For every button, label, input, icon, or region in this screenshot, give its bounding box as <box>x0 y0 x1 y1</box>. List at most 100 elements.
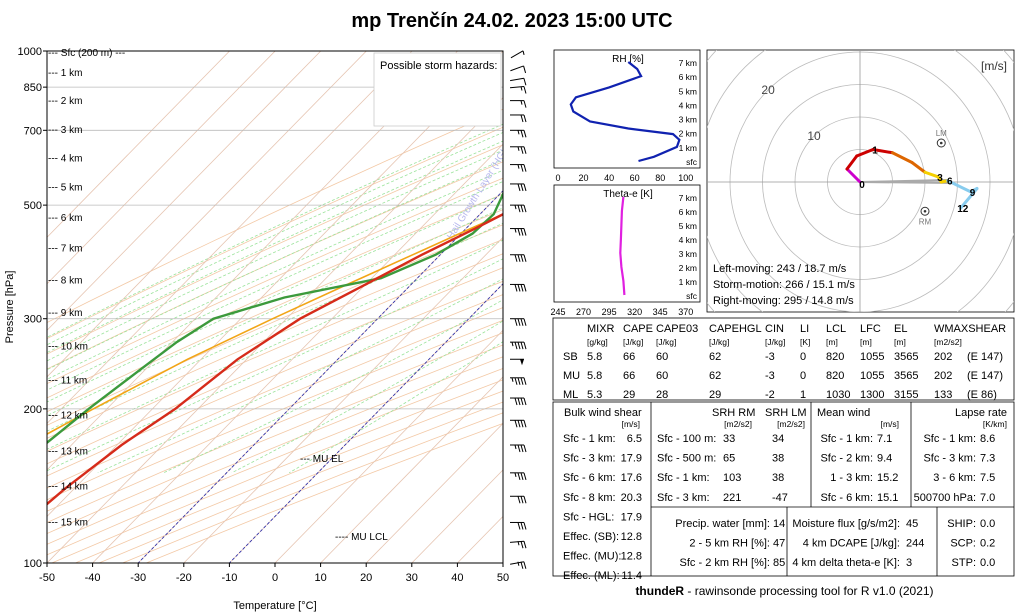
mean-wind-label: Sfc - 6 km: <box>820 492 873 504</box>
rh-x-tick-label: 100 <box>678 173 693 183</box>
height-label: --- 2 km <box>48 96 82 107</box>
shear-row-label: Effec. (ML): <box>563 570 620 582</box>
parcel-header-lfc: LFC <box>860 323 881 335</box>
x-tick-label: -50 <box>39 572 55 584</box>
mean-wind-label: Sfc - 1 km: <box>820 433 873 445</box>
mean-wind-label: Sfc - 2 km: <box>820 453 873 465</box>
x-tick-label: -20 <box>176 572 192 584</box>
wind-barb-flag <box>520 359 524 366</box>
srh-row-rm: 33 <box>723 433 735 445</box>
y-axis-label: Pressure [hPa] <box>4 271 16 344</box>
parcel-cell: -3 <box>765 351 775 363</box>
wind-barb-shaft <box>510 561 524 565</box>
footer: thundeR - rawinsonde processing tool for… <box>553 584 1016 598</box>
params-frame <box>552 401 1015 577</box>
wind-barb-shaft <box>510 77 524 82</box>
wind-barb-full <box>514 318 518 326</box>
wind-barb <box>510 77 527 86</box>
dry-adiabat <box>47 193 503 399</box>
x-tick-label: -40 <box>85 572 101 584</box>
lapse-unit: [K/km] <box>983 419 1007 429</box>
isotherm <box>47 51 413 424</box>
shear-row-value: 12.8 <box>621 531 642 543</box>
wind-barb <box>510 495 527 504</box>
hodograph-segment <box>959 187 979 210</box>
parcel-cell: (E 86) <box>967 389 997 401</box>
wind-barb-full <box>517 420 521 428</box>
wind-barb-shaft <box>510 50 524 59</box>
lapse-label: 500700 hPa: <box>914 492 976 504</box>
parcel-cell: (E 147) <box>967 351 1004 363</box>
parcel-unit: [J/kg] <box>765 337 786 347</box>
parcel-unit: [m2/s2] <box>934 337 962 347</box>
wind-barb-full <box>520 228 524 236</box>
wind-barb <box>510 397 527 406</box>
wind-barb-full <box>523 522 527 530</box>
parcel-cell: 202 <box>934 351 953 363</box>
dry-adiabat <box>47 209 503 413</box>
isotherm <box>320 376 503 563</box>
x-tick-label: 20 <box>360 572 372 584</box>
shear-row-label: Effec. (SB): <box>563 531 619 543</box>
storm-motion-text: Right-moving: 295 / 14.8 m/s <box>713 295 854 307</box>
isotherm <box>47 51 459 471</box>
wind-barb-full <box>520 183 524 192</box>
y-tick-label: 300 <box>24 314 42 326</box>
parcel-cell: 5.8 <box>587 351 603 363</box>
dry-adiabat <box>47 267 503 465</box>
wind-barb-full <box>523 254 527 262</box>
dewpoint-line <box>47 191 503 445</box>
parcel-unit: [m] <box>826 337 838 347</box>
hodograph-unit: [m/s] <box>981 59 1007 73</box>
dry-adiabat <box>47 126 503 339</box>
height-label: --- 1 km <box>48 68 82 79</box>
theta-x-tick-label: 270 <box>576 307 591 317</box>
wind-barb <box>510 318 527 326</box>
rh-x-tick-label: 40 <box>604 173 614 183</box>
wind-barb-shaft <box>509 86 525 89</box>
isotherm <box>47 51 322 331</box>
dry-adiabat <box>47 224 503 426</box>
parcel-table: MIXR CAPE CAPE03 CAPEHGL CIN LI LCL LFC … <box>553 318 1014 401</box>
parcel-cell: 60 <box>656 351 669 363</box>
hodograph-segment <box>855 148 875 158</box>
wind-barb <box>510 204 527 213</box>
parcel-cell: 3565 <box>894 351 919 363</box>
footer-text: - rawinsonde processing tool for R v1.0 … <box>684 584 934 598</box>
wind-barb-full <box>523 444 527 453</box>
theta-e-profile-height-label: 3 km <box>679 249 697 259</box>
parcel-row-name: MU <box>563 370 581 382</box>
parcel-cell: 133 <box>934 389 953 401</box>
hodograph-point-label: 12 <box>957 204 969 215</box>
rh-profile-height-label: 6 km <box>679 72 697 82</box>
shear-row-label: Sfc - HGL: <box>563 511 614 523</box>
dcape-label: 4 km DCAPE [J/kg]: <box>803 538 900 550</box>
lapse-value: 7.3 <box>980 453 995 465</box>
srh-row-label: Sfc - 1 km: <box>657 472 710 484</box>
theta-e-profile-height-label: sfc <box>686 291 698 301</box>
page-title: mp Trenčín 24.02. 2023 15:00 UTC <box>351 10 673 32</box>
wind-barb-full <box>520 318 524 326</box>
mu-el-label: --- MU EL <box>300 454 344 465</box>
storm-marker <box>936 138 946 148</box>
moisture-value: 14 <box>773 518 785 530</box>
srh-lm-unit: [m2/s2] <box>777 419 805 429</box>
x-tick-label: 40 <box>451 572 463 584</box>
parcel-cell: -2 <box>765 389 775 401</box>
mean-wind-value: 7.1 <box>877 433 892 445</box>
parcel-header-lcl: LCL <box>826 323 847 335</box>
rh-x-tick-label: 0 <box>555 173 560 183</box>
parcel-cell: 62 <box>709 351 722 363</box>
rh-profile-height-label: 4 km <box>679 100 697 110</box>
parcel-unit: [K] <box>800 337 811 347</box>
hodograph-segment <box>845 154 859 171</box>
wind-barb-full <box>523 146 527 154</box>
hodograph-segment <box>845 167 862 184</box>
storm-motion-arrow <box>859 179 948 183</box>
isotherm <box>47 97 503 563</box>
isotherm <box>92 143 503 563</box>
wind-barb-full <box>520 254 524 262</box>
hodograph-segment <box>891 151 914 164</box>
wind-barb-half <box>520 86 523 91</box>
lapse-label: Sfc - 1 km: <box>923 433 976 445</box>
